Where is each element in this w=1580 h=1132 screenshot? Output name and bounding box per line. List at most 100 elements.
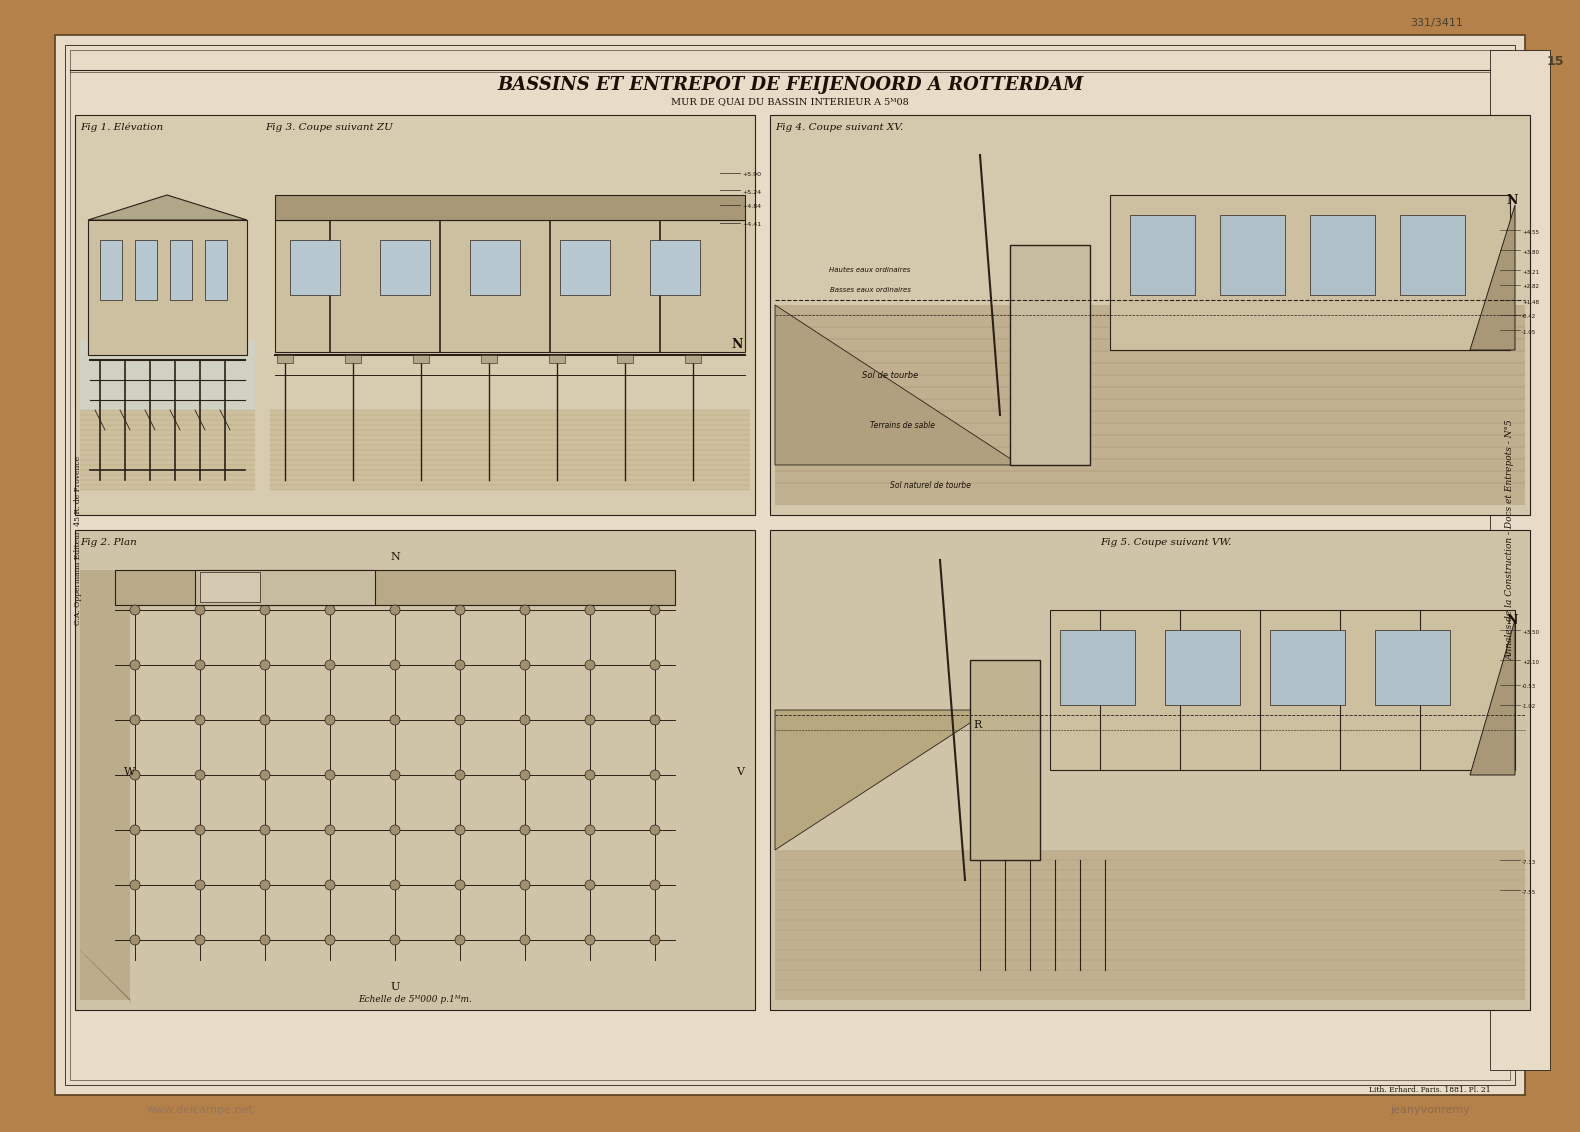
Circle shape (649, 715, 660, 724)
Bar (1220, 215, 1285, 295)
Text: -1.05: -1.05 (1522, 329, 1536, 334)
Text: Hautes eaux ordinaires: Hautes eaux ordinaires (830, 267, 910, 273)
Bar (115, 571, 675, 604)
Circle shape (649, 935, 660, 945)
Bar (344, 355, 360, 363)
Circle shape (390, 715, 400, 724)
Circle shape (130, 825, 141, 835)
Text: -1.02: -1.02 (1522, 704, 1536, 710)
Circle shape (390, 604, 400, 615)
Circle shape (261, 825, 270, 835)
Bar (1111, 195, 1510, 350)
Text: N: N (1506, 194, 1518, 206)
Bar (769, 530, 1529, 1010)
Polygon shape (776, 710, 991, 850)
Circle shape (649, 880, 660, 890)
Text: Basses eaux ordinaires: Basses eaux ordinaires (830, 288, 910, 293)
Circle shape (325, 604, 335, 615)
Text: C.A. Oppermann Editeur  45 R. de Provence: C.A. Oppermann Editeur 45 R. de Provence (74, 455, 82, 625)
Circle shape (261, 935, 270, 945)
Circle shape (325, 770, 335, 780)
Circle shape (585, 715, 596, 724)
Bar (201, 572, 261, 602)
Text: Sol de tourbe: Sol de tourbe (861, 370, 918, 379)
Circle shape (520, 825, 529, 835)
Text: www.delcampe.net: www.delcampe.net (147, 1105, 253, 1115)
Bar (469, 240, 520, 295)
Text: -7.13: -7.13 (1522, 859, 1536, 865)
Bar (134, 240, 156, 300)
Bar (412, 355, 430, 363)
Circle shape (455, 935, 465, 945)
Bar (275, 195, 746, 220)
Circle shape (130, 880, 141, 890)
Bar (686, 355, 702, 363)
Circle shape (585, 770, 596, 780)
Bar (769, 115, 1529, 515)
Text: +3.80: +3.80 (1522, 249, 1539, 255)
Text: BASSINS ET ENTREPOT DE FEIJENOORD A ROTTERDAM: BASSINS ET ENTREPOT DE FEIJENOORD A ROTT… (498, 76, 1082, 94)
Circle shape (455, 825, 465, 835)
Circle shape (325, 935, 335, 945)
Bar (276, 355, 292, 363)
Text: +4.41: +4.41 (743, 223, 762, 228)
Circle shape (390, 880, 400, 890)
Circle shape (520, 715, 529, 724)
Text: Fig 3. Coupe suivant ZU: Fig 3. Coupe suivant ZU (265, 123, 393, 132)
Circle shape (325, 715, 335, 724)
Bar (81, 571, 130, 1000)
Circle shape (520, 935, 529, 945)
Circle shape (455, 770, 465, 780)
Bar (1130, 215, 1194, 295)
Text: -0.42: -0.42 (1522, 315, 1536, 319)
Circle shape (520, 880, 529, 890)
Circle shape (520, 604, 529, 615)
Circle shape (455, 604, 465, 615)
Bar (270, 410, 750, 490)
Bar (88, 220, 246, 355)
Bar (1060, 631, 1134, 705)
Text: Annales de la Construction - Docs et Entrepots - N°5: Annales de la Construction - Docs et Ent… (1506, 420, 1515, 660)
Text: 15: 15 (1547, 55, 1564, 68)
Circle shape (130, 935, 141, 945)
Text: jeanyvonremy: jeanyvonremy (1390, 1105, 1469, 1115)
Text: -7.55: -7.55 (1522, 890, 1536, 894)
Bar (205, 240, 228, 300)
Text: +2.82: +2.82 (1522, 284, 1539, 290)
Circle shape (455, 715, 465, 724)
Circle shape (455, 880, 465, 890)
Bar (1051, 610, 1515, 770)
Bar (1375, 631, 1450, 705)
Text: +4.84: +4.84 (743, 205, 762, 209)
Text: Sol naturel de tourbe: Sol naturel de tourbe (890, 480, 972, 489)
Text: +4.55: +4.55 (1522, 230, 1539, 234)
Bar (275, 220, 746, 352)
Circle shape (194, 715, 205, 724)
Text: +1.48: +1.48 (1522, 300, 1539, 305)
Polygon shape (88, 195, 246, 220)
Text: 331/3411: 331/3411 (1409, 18, 1463, 28)
Circle shape (390, 660, 400, 670)
Circle shape (585, 935, 596, 945)
Circle shape (194, 825, 205, 835)
Bar (74, 530, 755, 1010)
Text: Fig 2. Plan: Fig 2. Plan (81, 538, 137, 547)
Circle shape (130, 660, 141, 670)
Text: -0.53: -0.53 (1522, 685, 1536, 689)
Bar (1270, 631, 1345, 705)
Text: Fig 1. Elévation: Fig 1. Elévation (81, 122, 163, 132)
Circle shape (390, 825, 400, 835)
Circle shape (390, 935, 400, 945)
Text: +5.24: +5.24 (743, 189, 762, 195)
Text: Terrains de sable: Terrains de sable (871, 420, 935, 429)
Text: +3.50: +3.50 (1522, 629, 1539, 635)
Circle shape (325, 825, 335, 835)
Bar (81, 410, 254, 490)
Circle shape (520, 770, 529, 780)
Polygon shape (1469, 620, 1515, 775)
Circle shape (649, 604, 660, 615)
Text: Lith. Erhard. Paris. 1881. Pl. 21: Lith. Erhard. Paris. 1881. Pl. 21 (1370, 1086, 1492, 1094)
Bar (776, 850, 1525, 1000)
Bar (81, 340, 254, 410)
Circle shape (261, 770, 270, 780)
